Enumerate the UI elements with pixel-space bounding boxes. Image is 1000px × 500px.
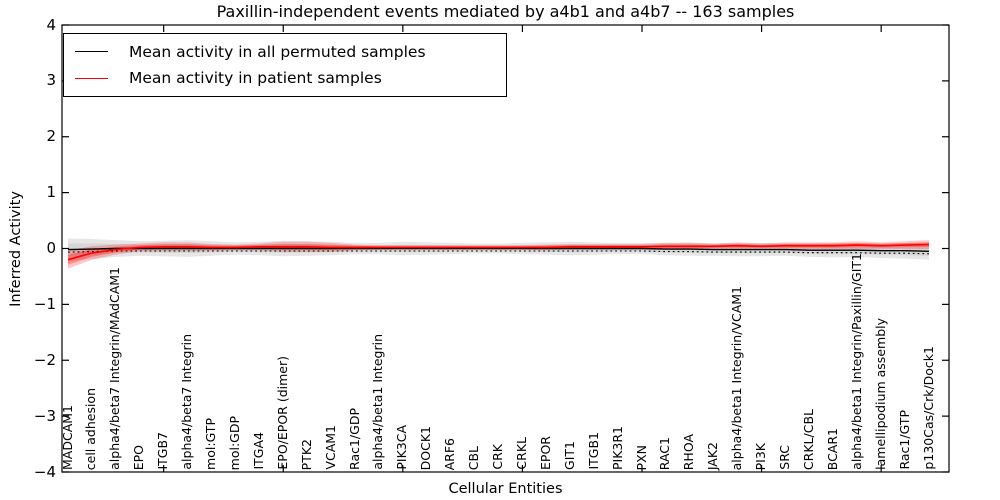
y-tick-label: −2 [33,350,56,369]
permuted-mean-line [67,247,930,252]
y-tick-label: 3 [46,71,56,90]
x-tick-label: ITGA4 [250,432,266,470]
legend-label-patient: Mean activity in patient samples [129,69,382,88]
patient-samples-spread-band [68,242,929,265]
y-tick-label: 4 [46,15,56,34]
x-tick-label: Rac1/GTP [896,410,912,470]
y-tick-label: 0 [46,239,56,257]
patient-mean-line [67,243,930,261]
x-axis-label: Cellular Entities [448,481,563,497]
y-tick-label: 1 [46,183,56,202]
x-tick-label: PTK2 [298,438,314,470]
x-tick-label: CRKL [513,437,529,470]
x-tick-label: CBL [466,445,482,470]
x-tick-label: PIK3R1 [609,425,625,470]
x-tick-label: mol:GTP [203,418,218,470]
x-tick-label: lamellipodium assembly [872,318,888,470]
x-tick-label: p130Cas/Crk/Dock1 [920,346,936,470]
legend-entry-patient: Mean activity in patient samples [64,69,506,87]
x-tick-label: alpha4/beta1 Integrin [370,334,386,470]
x-tick-label: RAC1 [657,436,673,470]
x-tick-label: EPO/EPOR (dimer) [274,356,290,470]
x-tick-label: PIK3CA [394,425,410,470]
y-tick-label: −1 [33,294,56,313]
y-tick-label: −4 [33,462,56,481]
patient-line-sample-icon [75,77,108,79]
chart-title: Paxillin-independent events mediated by … [216,2,795,21]
x-tick-label: CRKL/CBL [800,408,816,470]
legend-label-permuted: Mean activity in all permuted samples [129,42,426,61]
x-tick-label: ARF6 [442,437,458,470]
x-tick-label: RHOA [681,433,697,470]
x-tick-label: BCAR1 [824,427,840,470]
legend: Mean activity in all permuted samples Me… [63,33,507,97]
x-tick-label: alpha4/beta7 Integrin [179,334,195,470]
x-tick-label: SRC [777,445,792,470]
x-tick-label: VCAM1 [322,425,338,470]
x-tick-label: CRK [490,444,505,470]
x-tick-label: Rac1/GDP [346,408,362,470]
x-tick-label: MADCAM1 [59,405,75,470]
x-tick-label: mol:GDP [226,415,242,470]
permuted-line-sample-icon [75,51,108,53]
y-tick-label: 2 [46,127,56,146]
x-tick-label: alpha4/beta1 Integrin/VCAM1 [729,285,745,470]
legend-entry-permuted: Mean activity in all permuted samples [64,43,506,61]
x-tick-label: ITGB1 [585,432,601,470]
x-tick-label: ITGB7 [155,432,171,470]
x-tick-label: GIT1 [561,441,577,470]
x-tick-label: alpha4/beta7 Integrin/MAdCAM1 [107,267,123,470]
x-tick-label: PI3K [753,442,769,470]
x-tick-label: EPOR [537,436,553,470]
x-tick-label: cell adhesion [83,387,99,470]
x-tick-label: EPO [131,444,147,470]
x-tick-label: DOCK1 [418,425,434,470]
y-tick-label: −3 [33,406,56,425]
x-tick-label: PXN [633,444,649,470]
x-tick-label: alpha4/beta1 Integrin/Paxillin/GIT1 [848,253,864,470]
permuted-samples-spread-band [68,238,929,261]
x-tick-label: JAK2 [705,441,721,470]
